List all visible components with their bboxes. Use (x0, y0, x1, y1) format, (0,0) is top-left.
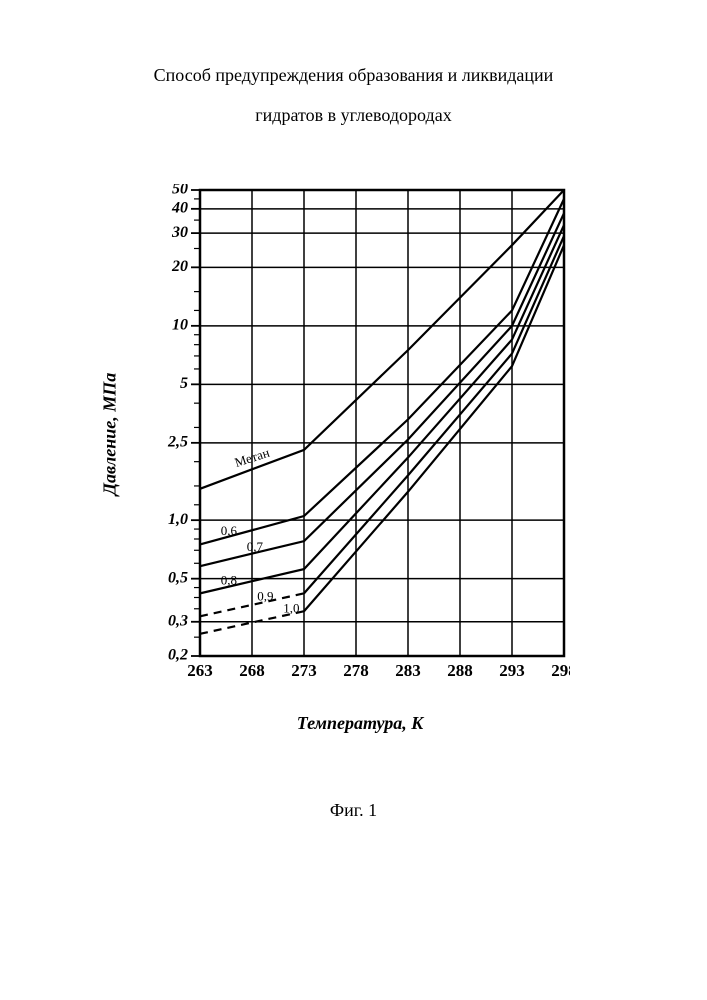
x-tick-label: 268 (239, 661, 265, 680)
chart-svg: 0,2 0,3 0,5 1,0 2,5 5 10 20 30 40 50 263 268 273 278 28… (150, 184, 570, 684)
y-tick-label: 30 (171, 224, 188, 241)
y-tick-label: 5 (180, 375, 188, 392)
x-tick-label: 263 (187, 661, 213, 680)
page-title: Способ предупреждения образования и ликв… (0, 56, 707, 135)
y-tick-label: 1,0 (168, 511, 188, 528)
x-tick-label: 293 (499, 661, 525, 680)
y-tick-label: 2,5 (167, 434, 188, 451)
y-tick-label: 20 (171, 258, 188, 275)
series-label-0.8: 0,8 (221, 573, 237, 588)
figure-caption: Фиг. 1 (0, 800, 707, 821)
y-tick-label: 0,5 (168, 569, 188, 586)
x-tick-label: 273 (291, 661, 317, 680)
x-tick-label: 288 (447, 661, 473, 680)
y-axis-label: Давление, МПа (100, 373, 121, 496)
series-label-1.0: 1,0 (283, 601, 299, 616)
series-label-0.9: 0,9 (257, 589, 273, 604)
series-label-0.7: 0,7 (247, 539, 264, 554)
chart: Давление, МПа 0,20,30,51,02,551020304050… (150, 184, 570, 684)
x-tick-label: 283 (395, 661, 421, 680)
title-line-2: гидратов в углеводородах (0, 96, 707, 136)
y-tick-label: 0,2 (168, 647, 188, 664)
series-label-0.6: 0,6 (221, 523, 238, 538)
y-tick-label: 0,3 (168, 612, 188, 629)
title-line-1: Способ предупреждения образования и ликв… (0, 56, 707, 96)
y-tick-label: 40 (171, 200, 188, 217)
page: Способ предупреждения образования и ликв… (0, 0, 707, 1000)
x-axis-label: Температура, K (297, 713, 424, 734)
y-tick-label: 50 (172, 184, 188, 198)
x-tick-label: 298 (551, 661, 570, 680)
y-tick-label: 10 (172, 317, 188, 334)
x-tick-label: 278 (343, 661, 369, 680)
